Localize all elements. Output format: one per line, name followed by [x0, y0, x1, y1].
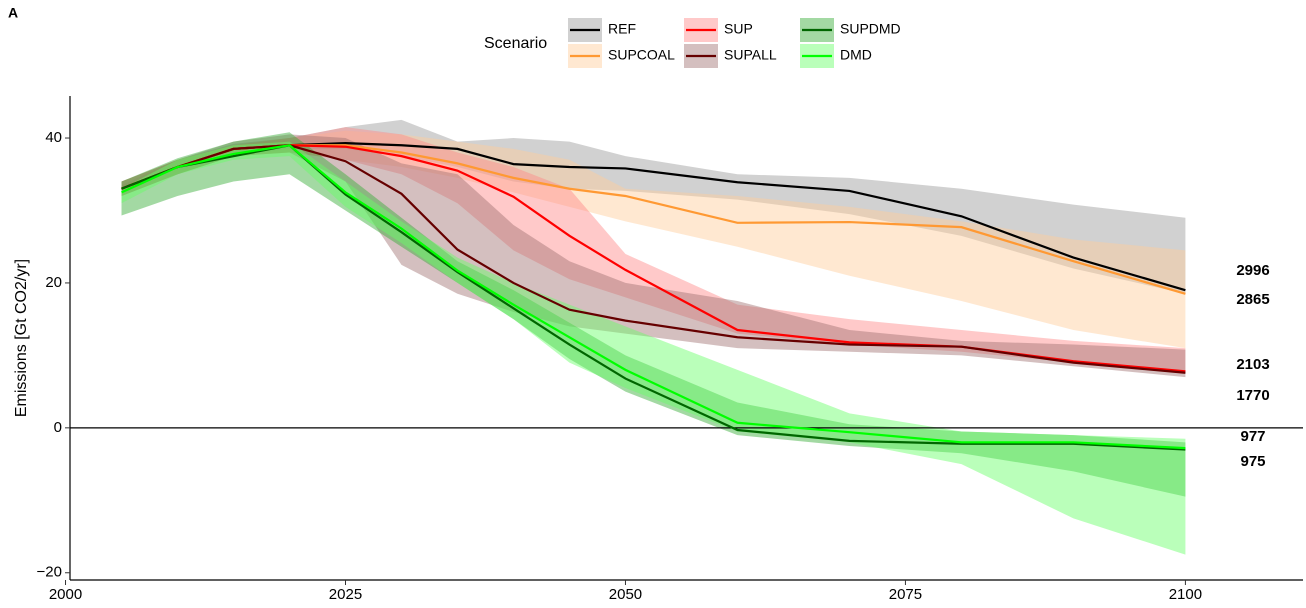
y-tick-label: 20	[45, 274, 62, 291]
legend-title: Scenario	[484, 35, 547, 52]
end-label: 977	[1240, 428, 1265, 445]
x-tick-label: 2050	[609, 586, 642, 603]
end-label: 2865	[1236, 291, 1269, 308]
x-tick-label: 2075	[889, 586, 922, 603]
legend-label: SUP	[724, 21, 753, 37]
legend-label: SUPDMD	[840, 21, 901, 37]
end-label: 2996	[1236, 262, 1269, 279]
end-label: 975	[1240, 453, 1265, 470]
panel-label: A	[8, 5, 18, 21]
x-tick-label: 2100	[1169, 586, 1202, 603]
end-label: 1770	[1236, 387, 1269, 404]
legend-label: DMD	[840, 47, 872, 63]
y-tick-label: 0	[54, 419, 62, 436]
y-tick-label: −20	[37, 564, 62, 581]
end-label: 2103	[1236, 356, 1269, 373]
series-line	[121, 144, 1186, 451]
legend-label: SUPCOAL	[608, 47, 675, 63]
legend-label: SUPALL	[724, 47, 777, 63]
uncertainty-band	[121, 134, 1186, 378]
y-axis-label: Emissions [Gt CO2/yr]	[13, 259, 30, 417]
series-line	[121, 144, 1186, 374]
y-tick-label: 40	[45, 129, 62, 146]
uncertainty-band	[121, 141, 1186, 555]
x-tick-label: 2025	[329, 586, 362, 603]
series-line	[121, 144, 1186, 450]
legend-label: REF	[608, 21, 636, 37]
uncertainty-band	[121, 130, 1186, 349]
uncertainty-band	[121, 119, 1186, 294]
x-tick-label: 2000	[49, 586, 82, 603]
